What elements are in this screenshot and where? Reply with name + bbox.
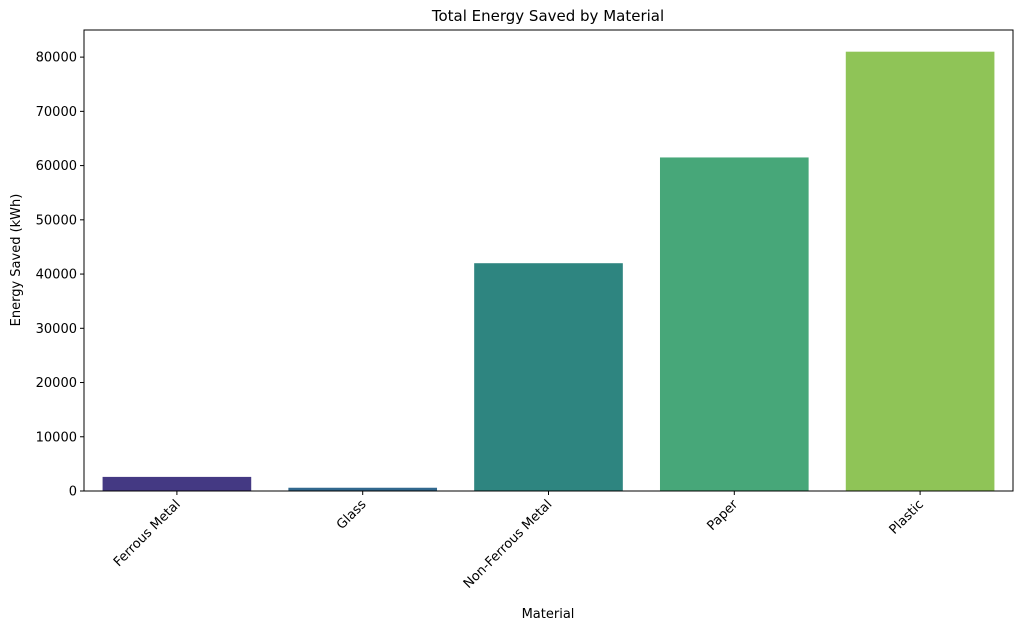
x-tick-label: Glass bbox=[334, 497, 370, 533]
y-tick-label: 80000 bbox=[36, 51, 77, 66]
y-tick-label: 0 bbox=[69, 485, 77, 500]
x-axis-label: Material bbox=[522, 607, 575, 622]
y-tick-label: 20000 bbox=[36, 376, 77, 391]
x-axis-ticks: Ferrous Metal Glass Non-Ferrous Metal Paper… bbox=[111, 491, 927, 592]
x-tick-label: Non-Ferrous Metal bbox=[461, 497, 555, 591]
y-tick-label: 40000 bbox=[36, 268, 77, 283]
y-tick-label: 70000 bbox=[36, 105, 77, 120]
y-axis-ticks: 0 10000 20000 30000 40000 50000 60000 70000 8000… bbox=[36, 51, 84, 500]
bars-layer bbox=[102, 51, 995, 491]
y-tick-label: 60000 bbox=[36, 159, 77, 174]
y-axis-label: Energy Saved (kWh) bbox=[9, 194, 24, 327]
y-tick-label: 50000 bbox=[36, 213, 77, 228]
x-tick-label: Plastic bbox=[887, 497, 927, 537]
bar-plastic bbox=[845, 51, 995, 491]
x-tick-label: Paper bbox=[704, 497, 741, 534]
bar-paper bbox=[659, 157, 809, 491]
y-tick-label: 10000 bbox=[36, 430, 77, 445]
bar-ferrous-metal bbox=[102, 476, 252, 491]
y-tick-label: 30000 bbox=[36, 322, 77, 337]
x-tick-label: Ferrous Metal bbox=[111, 497, 184, 570]
bar-non-ferrous-metal bbox=[474, 263, 623, 491]
plot-frame bbox=[83, 29, 1014, 492]
bar-glass bbox=[288, 487, 438, 491]
chart-title: Total Energy Saved by Material bbox=[431, 7, 664, 25]
